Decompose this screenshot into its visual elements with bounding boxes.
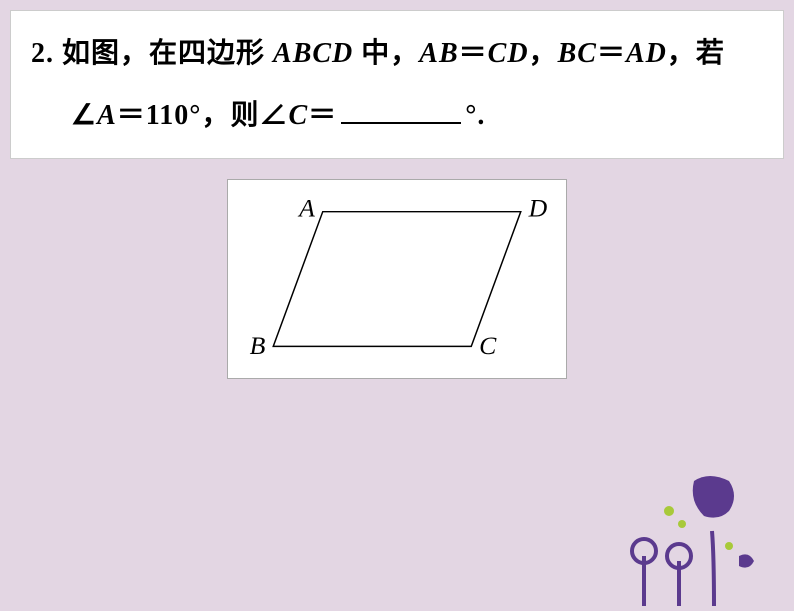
decoration-svg — [574, 456, 774, 606]
angle-a-value: ＝110° — [117, 100, 202, 131]
question-text: 2. 如图，在四边形 ABCD 中，AB＝CD，BC＝AD，若 ∠A＝110°，… — [31, 23, 763, 146]
angle-a-prefix: ∠ — [71, 100, 97, 131]
parallelogram-shape — [273, 212, 521, 347]
line2-indent: ∠A＝110°，则∠C＝°. — [71, 100, 485, 131]
decoration-stem-3 — [712, 531, 714, 606]
text-part4: ，则 — [201, 100, 259, 131]
eq-sign-2: ＝ — [597, 38, 626, 69]
eq-sign-1: ＝ — [459, 38, 488, 69]
decoration-dot-1 — [664, 506, 674, 516]
quad-name: ABCD — [273, 38, 353, 69]
angle-c: C — [288, 100, 308, 131]
degree-suffix: °. — [465, 100, 485, 131]
text-part1: 如图，在四边形 — [62, 38, 273, 69]
angle-a: A — [97, 100, 117, 131]
angle-c-prefix: ∠ — [259, 100, 288, 131]
decorative-graphic — [574, 456, 774, 606]
answer-blank[interactable] — [341, 100, 461, 124]
text-part3: ，若 — [667, 38, 725, 69]
question-number: 2. — [31, 38, 54, 69]
angle-c-eq: ＝ — [308, 100, 337, 131]
diagram-container: A D B C — [227, 179, 567, 379]
vertex-label-d: D — [528, 194, 548, 223]
eq1-right: CD — [488, 38, 529, 69]
decoration-petal-large — [693, 476, 734, 518]
vertex-label-a: A — [297, 194, 315, 223]
vertex-label-b: B — [250, 331, 266, 360]
vertex-label-c: C — [479, 331, 497, 360]
decoration-dot-3 — [725, 542, 733, 550]
comma-1: ， — [529, 38, 558, 69]
eq2-left: BC — [558, 38, 597, 69]
question-container: 2. 如图，在四边形 ABCD 中，AB＝CD，BC＝AD，若 ∠A＝110°，… — [10, 10, 784, 159]
decoration-dot-2 — [678, 520, 686, 528]
eq2-right: AD — [626, 38, 667, 69]
decoration-petal-small — [739, 554, 754, 567]
text-part2: 中， — [353, 38, 419, 69]
parallelogram-diagram: A D B C — [228, 180, 566, 378]
eq1-left: AB — [419, 38, 458, 69]
